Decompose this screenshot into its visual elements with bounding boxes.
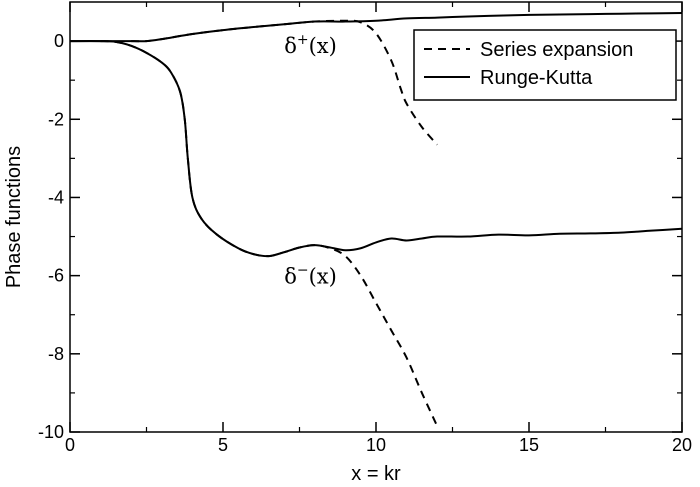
x-tick-label: 5 xyxy=(218,435,228,455)
phase-annotation: δ−(x) xyxy=(284,262,337,288)
legend-label: Series expansion xyxy=(480,39,633,61)
series-expansion-line-2 xyxy=(100,40,439,427)
x-tick-label: 20 xyxy=(672,435,692,455)
x-tick-label: 10 xyxy=(366,435,386,455)
y-tick-label: -8 xyxy=(48,344,64,364)
series-expansion-line-3 xyxy=(131,19,438,146)
y-tick-label: -2 xyxy=(48,109,64,129)
legend-label: Runge-Kutta xyxy=(480,67,593,89)
runge-kutta-line-1 xyxy=(69,11,683,43)
x-tick-label: 15 xyxy=(519,435,539,455)
y-tick-label: -6 xyxy=(48,266,64,286)
legend: Series expansion Runge-Kutta xyxy=(413,29,677,101)
phase-annotation: δ+(x) xyxy=(284,32,337,58)
y-axis-label: Phase functions xyxy=(3,146,25,288)
y-tick-label: -10 xyxy=(38,422,64,442)
y-tick-label: 0 xyxy=(54,31,64,51)
x-axis-label: x = kr xyxy=(351,463,401,485)
y-tick-label: -4 xyxy=(48,187,64,207)
legend-box xyxy=(413,29,677,101)
x-tick-label: 0 xyxy=(65,435,75,455)
